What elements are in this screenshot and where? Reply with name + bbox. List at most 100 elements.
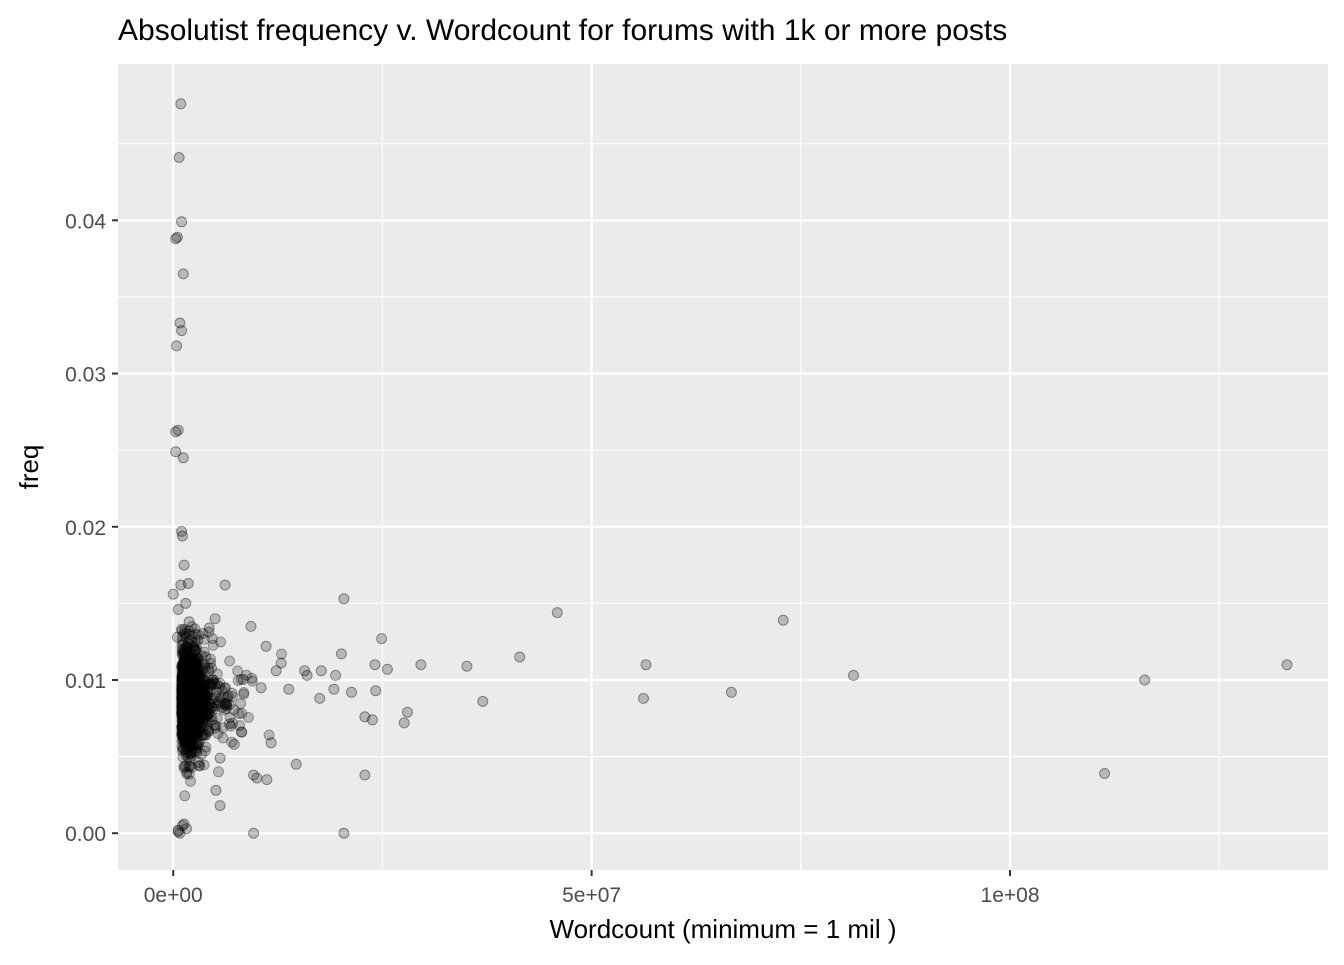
cluster-point (184, 684, 195, 696)
cluster-point (176, 675, 188, 687)
cluster-point (202, 662, 214, 674)
cluster-point (180, 671, 192, 683)
cluster-point (184, 692, 195, 704)
cluster-point (179, 666, 191, 678)
cluster-point (177, 709, 189, 721)
cluster-point (179, 662, 191, 674)
cluster-point (194, 701, 206, 713)
cluster-point (181, 688, 193, 700)
cluster-point (179, 688, 191, 700)
cluster-point (182, 657, 194, 669)
cluster-point (177, 650, 189, 662)
cluster-point (184, 731, 196, 742)
cluster-point (185, 775, 196, 787)
cluster-point (177, 684, 189, 695)
cluster-point (189, 668, 201, 680)
cluster-point (189, 685, 200, 697)
cluster-point (179, 676, 191, 688)
cluster-point (193, 715, 204, 727)
cluster-point (180, 631, 192, 643)
cluster-point (197, 675, 209, 687)
cluster-point (227, 717, 239, 729)
cluster-point (186, 705, 198, 717)
data-point (171, 631, 183, 643)
cluster-point (181, 692, 193, 704)
cluster-point (196, 708, 208, 720)
cluster-point (179, 713, 191, 725)
cluster-point (176, 688, 188, 700)
data-point (173, 152, 185, 163)
cluster-point (181, 714, 193, 726)
data-point (167, 588, 179, 600)
cluster-point (186, 664, 198, 676)
cluster-point (181, 691, 193, 703)
cluster-point (186, 664, 198, 676)
cluster-point (184, 723, 196, 735)
cluster-point (181, 670, 193, 682)
cluster-point (177, 703, 189, 715)
cluster-point (184, 691, 196, 703)
cluster-point (198, 716, 209, 728)
cluster-point (189, 688, 201, 700)
cluster-point (185, 714, 197, 726)
cluster-point (192, 715, 204, 727)
cluster-point (185, 705, 197, 717)
cluster-point (189, 692, 201, 704)
cluster-point (185, 690, 197, 702)
cluster-point (192, 694, 204, 706)
cluster-point (177, 672, 188, 684)
cluster-point (177, 709, 189, 721)
data-point (848, 669, 859, 681)
cluster-point (200, 690, 212, 702)
cluster-point (185, 722, 197, 734)
cluster-point (235, 726, 247, 738)
cluster-point (178, 659, 190, 671)
cluster-point (197, 662, 209, 674)
cluster-point (192, 713, 204, 725)
cluster-point (183, 724, 195, 735)
cluster-point (190, 685, 202, 697)
cluster-point (194, 711, 206, 723)
cluster-point (178, 707, 190, 719)
cluster-point (184, 702, 195, 714)
cluster-point (187, 691, 199, 703)
data-point (290, 758, 302, 770)
cluster-point (182, 665, 194, 677)
cluster-point (186, 721, 198, 733)
cluster-point (187, 700, 199, 712)
cluster-point (178, 666, 190, 678)
cluster-point (189, 692, 201, 704)
cluster-point (182, 693, 194, 705)
cluster-point (176, 692, 188, 704)
cluster-point (184, 710, 196, 722)
cluster-point (192, 668, 204, 680)
cluster-point (190, 672, 202, 684)
cluster-point (189, 715, 201, 727)
cluster-point (187, 657, 199, 669)
cluster-point (183, 681, 195, 693)
cluster-point (178, 696, 190, 708)
cluster-point (183, 702, 195, 714)
cluster-point (179, 738, 191, 750)
cluster-point (183, 731, 195, 743)
cluster-point (202, 685, 214, 697)
cluster-point (186, 681, 198, 693)
cluster-point (226, 736, 238, 748)
cluster-point (179, 699, 191, 711)
cluster-point (178, 660, 190, 672)
cluster-point (181, 699, 193, 711)
data-point (172, 826, 184, 838)
cluster-point (177, 707, 189, 719)
cluster-point (179, 688, 191, 700)
cluster-point (180, 713, 192, 725)
cluster-point (181, 728, 193, 740)
cluster-point (178, 684, 190, 696)
cluster-point (200, 676, 212, 688)
cluster-point (182, 678, 194, 690)
cluster-point (178, 663, 189, 675)
cluster-point (187, 680, 199, 692)
cluster-point (187, 709, 199, 721)
cluster-point (181, 701, 193, 713)
cluster-point (196, 695, 208, 706)
cluster-point (189, 715, 201, 727)
